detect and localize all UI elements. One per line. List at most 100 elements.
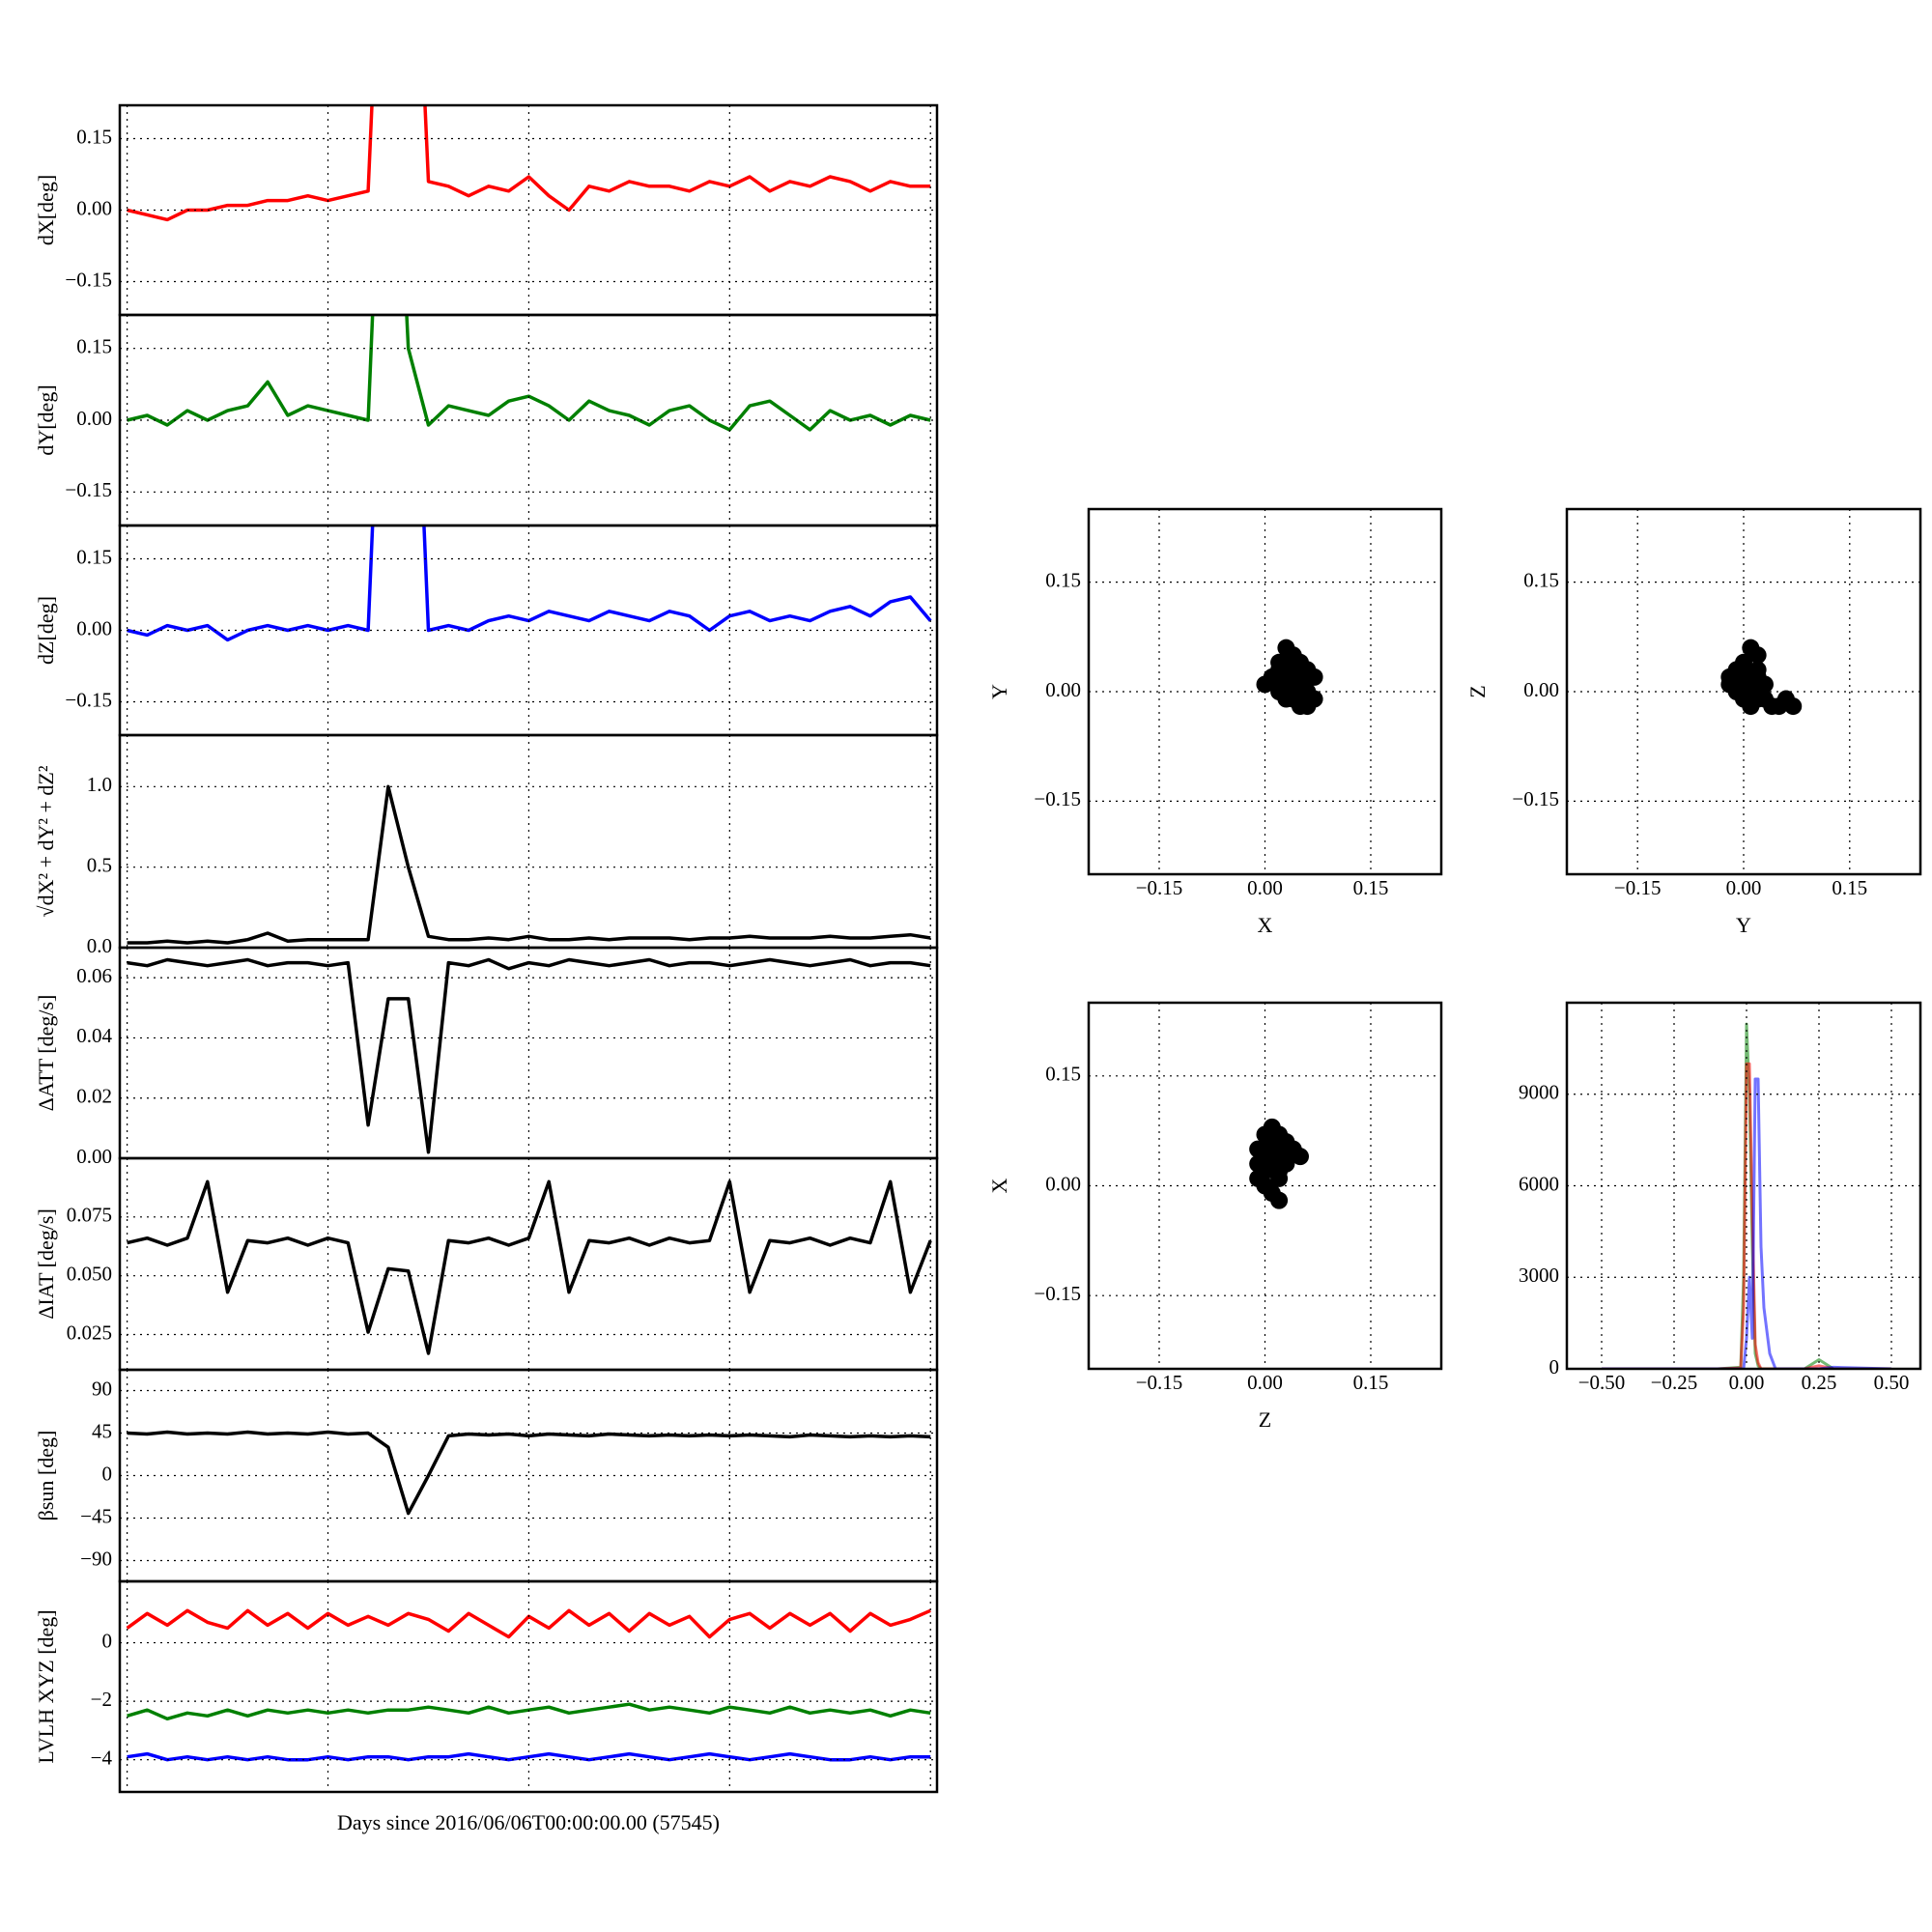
y-tick-label: 0.00 [1523, 678, 1559, 701]
x-tick-label: −0.25 [1651, 1371, 1698, 1394]
plot-area [127, 1179, 932, 1355]
plot-frame [1087, 507, 1443, 876]
scatter-point [1249, 1140, 1267, 1158]
x-tick-label: 0.00 [1726, 876, 1762, 899]
y-tick-label: −45 [80, 1504, 112, 1527]
x-tick-label: 0.00 [1729, 1371, 1765, 1394]
y-axis-label: X [987, 1178, 1011, 1193]
y-tick-label: 6000 [1519, 1172, 1559, 1195]
y-tick-label: 0.00 [76, 616, 112, 639]
scatter-point [1270, 1169, 1289, 1187]
y-axis-label: dY[deg] [34, 384, 58, 455]
y-tick-label: 0.15 [76, 545, 112, 568]
y-tick-label: 0.00 [76, 1145, 112, 1168]
scatter-point [1748, 690, 1767, 708]
series-line [1602, 1077, 1892, 1369]
y-axis-label: ΔIAT [deg/s] [34, 1208, 58, 1320]
y-axis-label: √dX² + dY² + dZ² [34, 765, 58, 917]
y-tick-label: 0.00 [76, 407, 112, 430]
y-tick-label: 0.00 [1045, 678, 1081, 701]
y-tick-label: 0 [1549, 1355, 1560, 1378]
scatter-point [1277, 1133, 1295, 1151]
y-tick-label: 0.00 [76, 196, 112, 219]
x-tick-label: 0.15 [1832, 876, 1867, 899]
plot-frame [1565, 1001, 1922, 1371]
y-tick-label: 0.0 [87, 934, 112, 957]
scatter-point [1277, 639, 1295, 657]
y-tick-label: −0.15 [1034, 787, 1081, 810]
plot-area [1249, 1118, 1309, 1209]
x-tick-label: 0.15 [1353, 876, 1389, 899]
x-axis-label: Z [1259, 1407, 1271, 1432]
y-tick-label: −0.15 [65, 268, 112, 291]
y-tick-label: −2 [91, 1688, 112, 1711]
y-tick-label: −0.15 [1034, 1282, 1081, 1305]
y-tick-label: 0.06 [76, 964, 112, 987]
plot-frame [1565, 507, 1922, 876]
series-line [127, 1179, 932, 1355]
x-tick-label: 0.00 [1247, 876, 1283, 899]
scatter-point [1305, 690, 1323, 708]
y-tick-label: −0.15 [1512, 787, 1559, 810]
y-axis-label: βsun [deg] [34, 1431, 58, 1521]
y-tick-label: 0.15 [1045, 568, 1081, 591]
plot-frame [118, 1579, 939, 1794]
y-axis-label: Z [1465, 685, 1490, 697]
series-line [127, 105, 931, 222]
scatter-point [1292, 668, 1309, 686]
scatter-point [1292, 653, 1309, 671]
x-tick-label: −0.15 [1136, 876, 1183, 899]
y-axis-label: Y [987, 684, 1011, 699]
scatter-point [1263, 1148, 1281, 1166]
y-tick-label: 0.050 [67, 1262, 112, 1285]
scatter-point [1270, 661, 1289, 679]
x-tick-label: −0.15 [1614, 876, 1662, 899]
scatter-point [1742, 639, 1760, 657]
y-tick-label: 3000 [1519, 1264, 1559, 1287]
series-line [127, 1751, 931, 1762]
x-tick-label: −0.15 [1136, 1371, 1183, 1394]
x-axis-label: X [1258, 913, 1273, 937]
scatter-point [1270, 1191, 1289, 1209]
scatter-point [1277, 1154, 1295, 1173]
y-tick-label: 0.025 [67, 1321, 112, 1344]
y-tick-label: −90 [80, 1547, 112, 1570]
y-tick-label: 0.00 [1045, 1172, 1081, 1195]
y-tick-label: 0 [102, 1629, 113, 1652]
scatter-point [1263, 1118, 1281, 1136]
series-line [127, 1430, 931, 1516]
y-tick-label: 0.15 [1045, 1063, 1081, 1086]
x-tick-label: −0.50 [1578, 1371, 1626, 1394]
y-tick-label: 1.0 [87, 773, 112, 796]
y-tick-label: −0.15 [65, 478, 112, 501]
y-tick-label: 9000 [1519, 1081, 1559, 1104]
y-tick-label: 0.15 [76, 125, 112, 148]
x-axis-label: Days since 2016/06/06T00:00:00.00 (57545… [337, 1810, 720, 1834]
y-tick-label: 0.02 [76, 1085, 112, 1108]
y-axis-label: dZ[deg] [34, 596, 58, 665]
scatter-point [1735, 661, 1752, 679]
scatter-point [1784, 697, 1803, 716]
scatter-point [1305, 668, 1323, 686]
x-tick-label: 0.50 [1874, 1371, 1910, 1394]
x-axis-label: Y [1736, 913, 1751, 937]
scatter-point [1720, 675, 1739, 694]
y-tick-label: 0.15 [1523, 568, 1559, 591]
y-tick-label: 0.5 [87, 853, 112, 876]
plot-area [127, 1430, 931, 1516]
x-tick-label: 0.15 [1353, 1371, 1389, 1394]
x-tick-label: 0.25 [1802, 1371, 1837, 1394]
plot-frame [1087, 1001, 1443, 1371]
x-tick-label: 0.00 [1247, 1371, 1283, 1394]
y-tick-label: −0.15 [65, 688, 112, 711]
scatter-point [1748, 668, 1767, 686]
y-tick-label: 0.15 [76, 334, 112, 357]
y-axis-label: ΔATT [deg/s] [34, 995, 58, 1112]
plot-area [127, 105, 931, 222]
y-tick-label: 45 [92, 1419, 112, 1442]
y-axis-label: LVLH XYZ [deg] [34, 1609, 58, 1763]
plot-area [1256, 639, 1323, 716]
y-tick-label: 0 [102, 1462, 113, 1485]
scatter-point [1292, 1148, 1309, 1166]
